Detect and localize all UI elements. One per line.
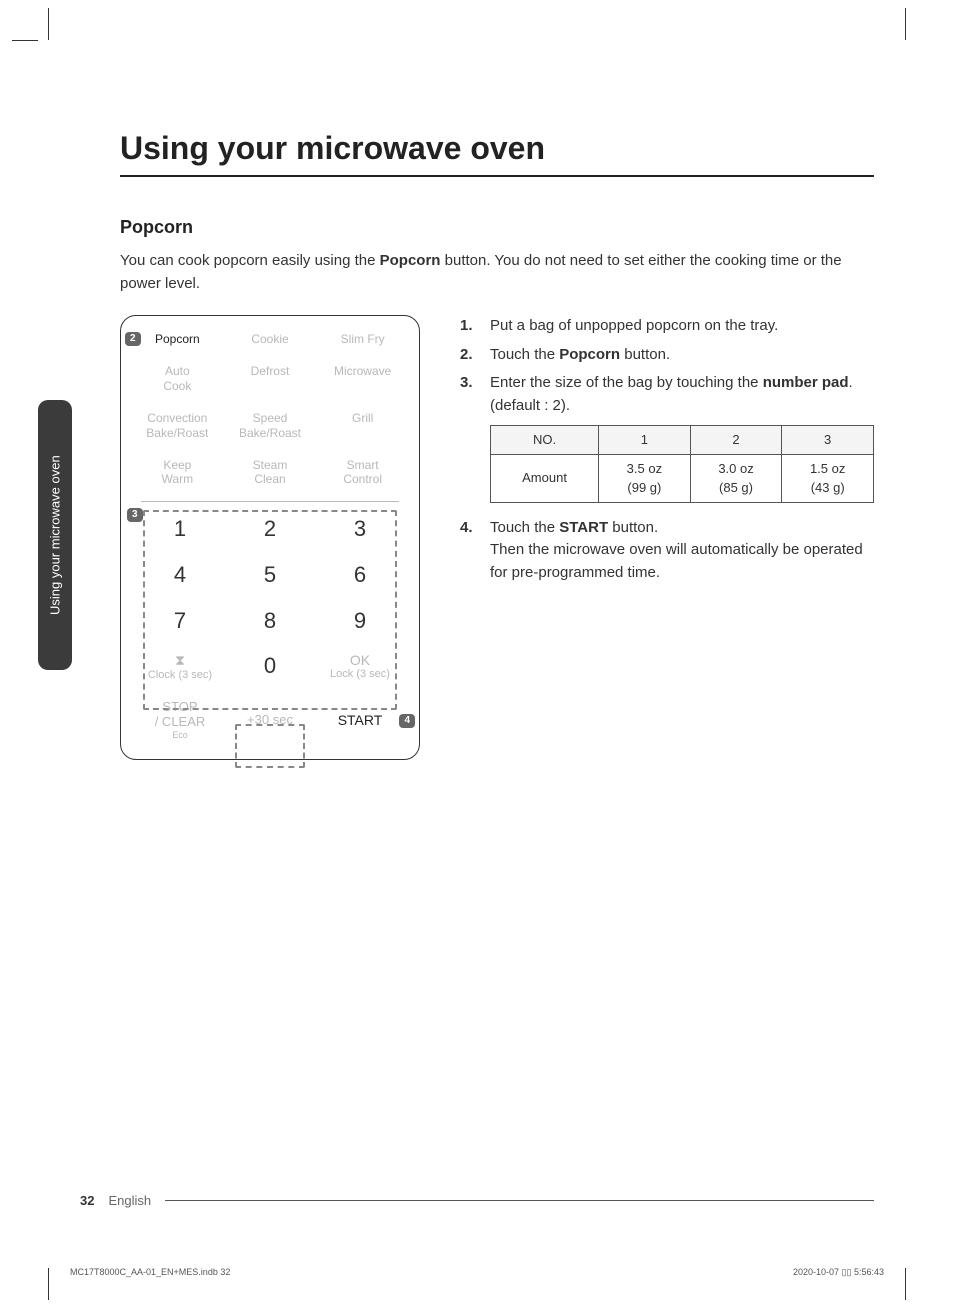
th-3: 3	[782, 426, 874, 455]
btn-auto-cook: Auto Cook	[135, 364, 220, 393]
badge-3: 3	[127, 508, 143, 522]
td: 3.0 oz(85 g)	[690, 454, 782, 502]
step-num: 3.	[460, 372, 480, 511]
page-footer: 32 English	[80, 1193, 874, 1208]
control-panel: 2 Popcorn Cookie Slim Fry Auto Cook Defr…	[120, 315, 420, 760]
badge-4: 4	[399, 714, 415, 728]
btn-cookie: Cookie	[228, 332, 313, 346]
panel-divider	[141, 501, 399, 502]
footer-line	[165, 1200, 874, 1201]
th-2: 2	[690, 426, 782, 455]
btn-popcorn: 2 Popcorn	[135, 332, 220, 346]
td: 3.5 oz(99 g)	[599, 454, 691, 502]
badge-2: 2	[125, 332, 141, 346]
btn-steam-clean: Steam Clean	[228, 458, 313, 487]
step-2: 2. Touch the Popcorn button.	[460, 344, 874, 367]
intro-text: You can cook popcorn easily using the Po…	[120, 250, 874, 295]
page-number: 32	[80, 1193, 94, 1208]
btn-microwave: Microwave	[320, 364, 405, 393]
step-num: 4.	[460, 517, 480, 585]
footer-lang: English	[108, 1193, 151, 1208]
td-label: Amount	[491, 454, 599, 502]
meta-right: 2020-10-07 ▯▯ 5:56:43	[793, 1267, 884, 1278]
step-text: Put a bag of unpopped popcorn on the tra…	[490, 315, 778, 338]
eco-label: Eco	[135, 730, 225, 741]
step-text: Touch the START button. Then the microwa…	[490, 517, 874, 585]
btn-grill: Grill	[320, 411, 405, 440]
meta-left: MC17T8000C_AA-01_EN+MES.indb 32	[70, 1267, 230, 1278]
start-label: START	[338, 712, 383, 728]
step-num: 1.	[460, 315, 480, 338]
step-num: 2.	[460, 344, 480, 367]
amount-table: NO. 1 2 3 Amount 3.5 oz(99 g) 3.0 oz(85 …	[490, 425, 874, 503]
step-text: Touch the Popcorn button.	[490, 344, 670, 367]
step-text: Enter the size of the bag by touching th…	[490, 372, 874, 511]
btn-speed-bake: Speed Bake/Roast	[228, 411, 313, 440]
btn-slim-fry: Slim Fry	[320, 332, 405, 346]
title-rule	[120, 175, 874, 177]
th-1: 1	[599, 426, 691, 455]
btn-keep-warm: Keep Warm	[135, 458, 220, 487]
intro-pre: You can cook popcorn easily using the	[120, 252, 380, 269]
numpad-highlight	[143, 510, 397, 710]
btn-smart-control: Smart Control	[320, 458, 405, 487]
page-title: Using your microwave oven	[120, 130, 874, 167]
step-4: 4. Touch the START button. Then the micr…	[460, 517, 874, 585]
print-meta: MC17T8000C_AA-01_EN+MES.indb 32 2020-10-…	[70, 1267, 884, 1278]
td: 1.5 oz(43 g)	[782, 454, 874, 502]
zero-highlight	[235, 724, 305, 768]
step-1: 1. Put a bag of unpopped popcorn on the …	[460, 315, 874, 338]
instructions: 1. Put a bag of unpopped popcorn on the …	[460, 315, 874, 590]
intro-bold: Popcorn	[380, 252, 441, 269]
step-3: 3. Enter the size of the bag by touching…	[460, 372, 874, 511]
th-no: NO.	[491, 426, 599, 455]
label: Popcorn	[155, 332, 200, 346]
btn-defrost: Defrost	[228, 364, 313, 393]
btn-start: START 4	[315, 712, 405, 728]
section-title: Popcorn	[120, 217, 874, 238]
btn-convection: Convection Bake/Roast	[135, 411, 220, 440]
